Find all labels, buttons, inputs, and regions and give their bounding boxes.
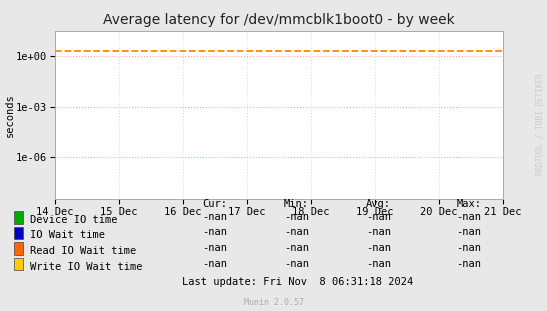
Text: -nan: -nan	[202, 243, 227, 253]
Y-axis label: seconds: seconds	[4, 93, 14, 137]
Text: -nan: -nan	[456, 243, 481, 253]
Text: -nan: -nan	[456, 227, 481, 237]
Text: Write IO Wait time: Write IO Wait time	[30, 262, 142, 272]
Text: Min:: Min:	[284, 199, 309, 209]
Text: -nan: -nan	[366, 212, 391, 222]
Text: Munin 2.0.57: Munin 2.0.57	[243, 298, 304, 307]
Text: Device IO time: Device IO time	[30, 215, 117, 225]
Title: Average latency for /dev/mmcblk1boot0 - by week: Average latency for /dev/mmcblk1boot0 - …	[103, 13, 455, 27]
Text: -nan: -nan	[284, 243, 309, 253]
Text: Max:: Max:	[456, 199, 481, 209]
Text: -nan: -nan	[366, 227, 391, 237]
Text: Avg:: Avg:	[366, 199, 391, 209]
Text: -nan: -nan	[202, 258, 227, 268]
Text: -nan: -nan	[202, 227, 227, 237]
Text: -nan: -nan	[456, 258, 481, 268]
Text: -nan: -nan	[366, 258, 391, 268]
Text: RRDTOOL / TOBI OETIKER: RRDTOOL / TOBI OETIKER	[536, 73, 544, 175]
Text: Cur:: Cur:	[202, 199, 227, 209]
Text: -nan: -nan	[456, 212, 481, 222]
Text: -nan: -nan	[366, 243, 391, 253]
Text: -nan: -nan	[284, 227, 309, 237]
Text: IO Wait time: IO Wait time	[30, 230, 104, 240]
Text: -nan: -nan	[202, 212, 227, 222]
Text: -nan: -nan	[284, 258, 309, 268]
Text: Last update: Fri Nov  8 06:31:18 2024: Last update: Fri Nov 8 06:31:18 2024	[183, 276, 414, 286]
Text: Read IO Wait time: Read IO Wait time	[30, 246, 136, 256]
Text: -nan: -nan	[284, 212, 309, 222]
